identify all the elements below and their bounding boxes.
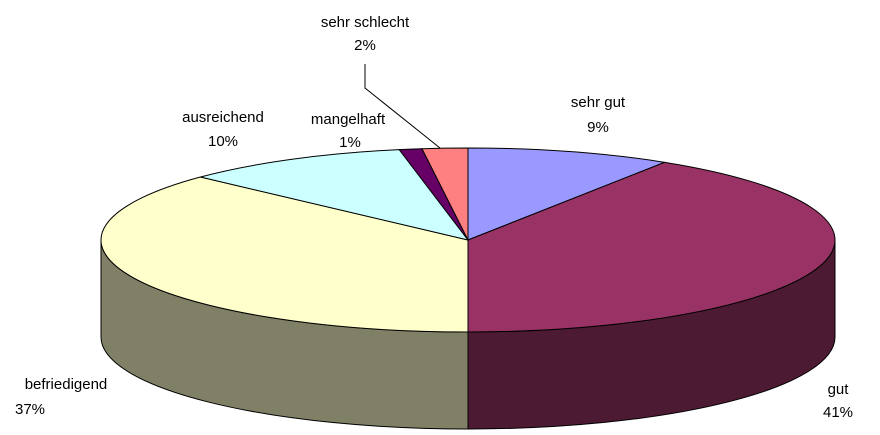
slice-label: gut [828,381,850,398]
slice-value-label: 2% [354,37,376,54]
slice-value-label: 37% [15,401,45,418]
tops [100,147,836,333]
slice [467,147,667,241]
slice-label: ausreichend [182,109,264,126]
slice-label: mangelhaft [311,111,386,128]
slice [421,147,469,241]
slice [200,149,470,241]
slice-label: sehr schlecht [321,14,410,31]
leader-line [364,64,441,149]
slice [467,161,836,333]
slice-value-label: 9% [587,119,609,136]
slice-label: befriedigend [25,376,108,393]
slice-label: sehr gut [571,94,626,111]
slice-value-label: 10% [208,133,238,150]
slice [100,176,469,333]
slice-value-label: 41% [823,404,853,421]
slice-value-label: 1% [339,134,361,151]
